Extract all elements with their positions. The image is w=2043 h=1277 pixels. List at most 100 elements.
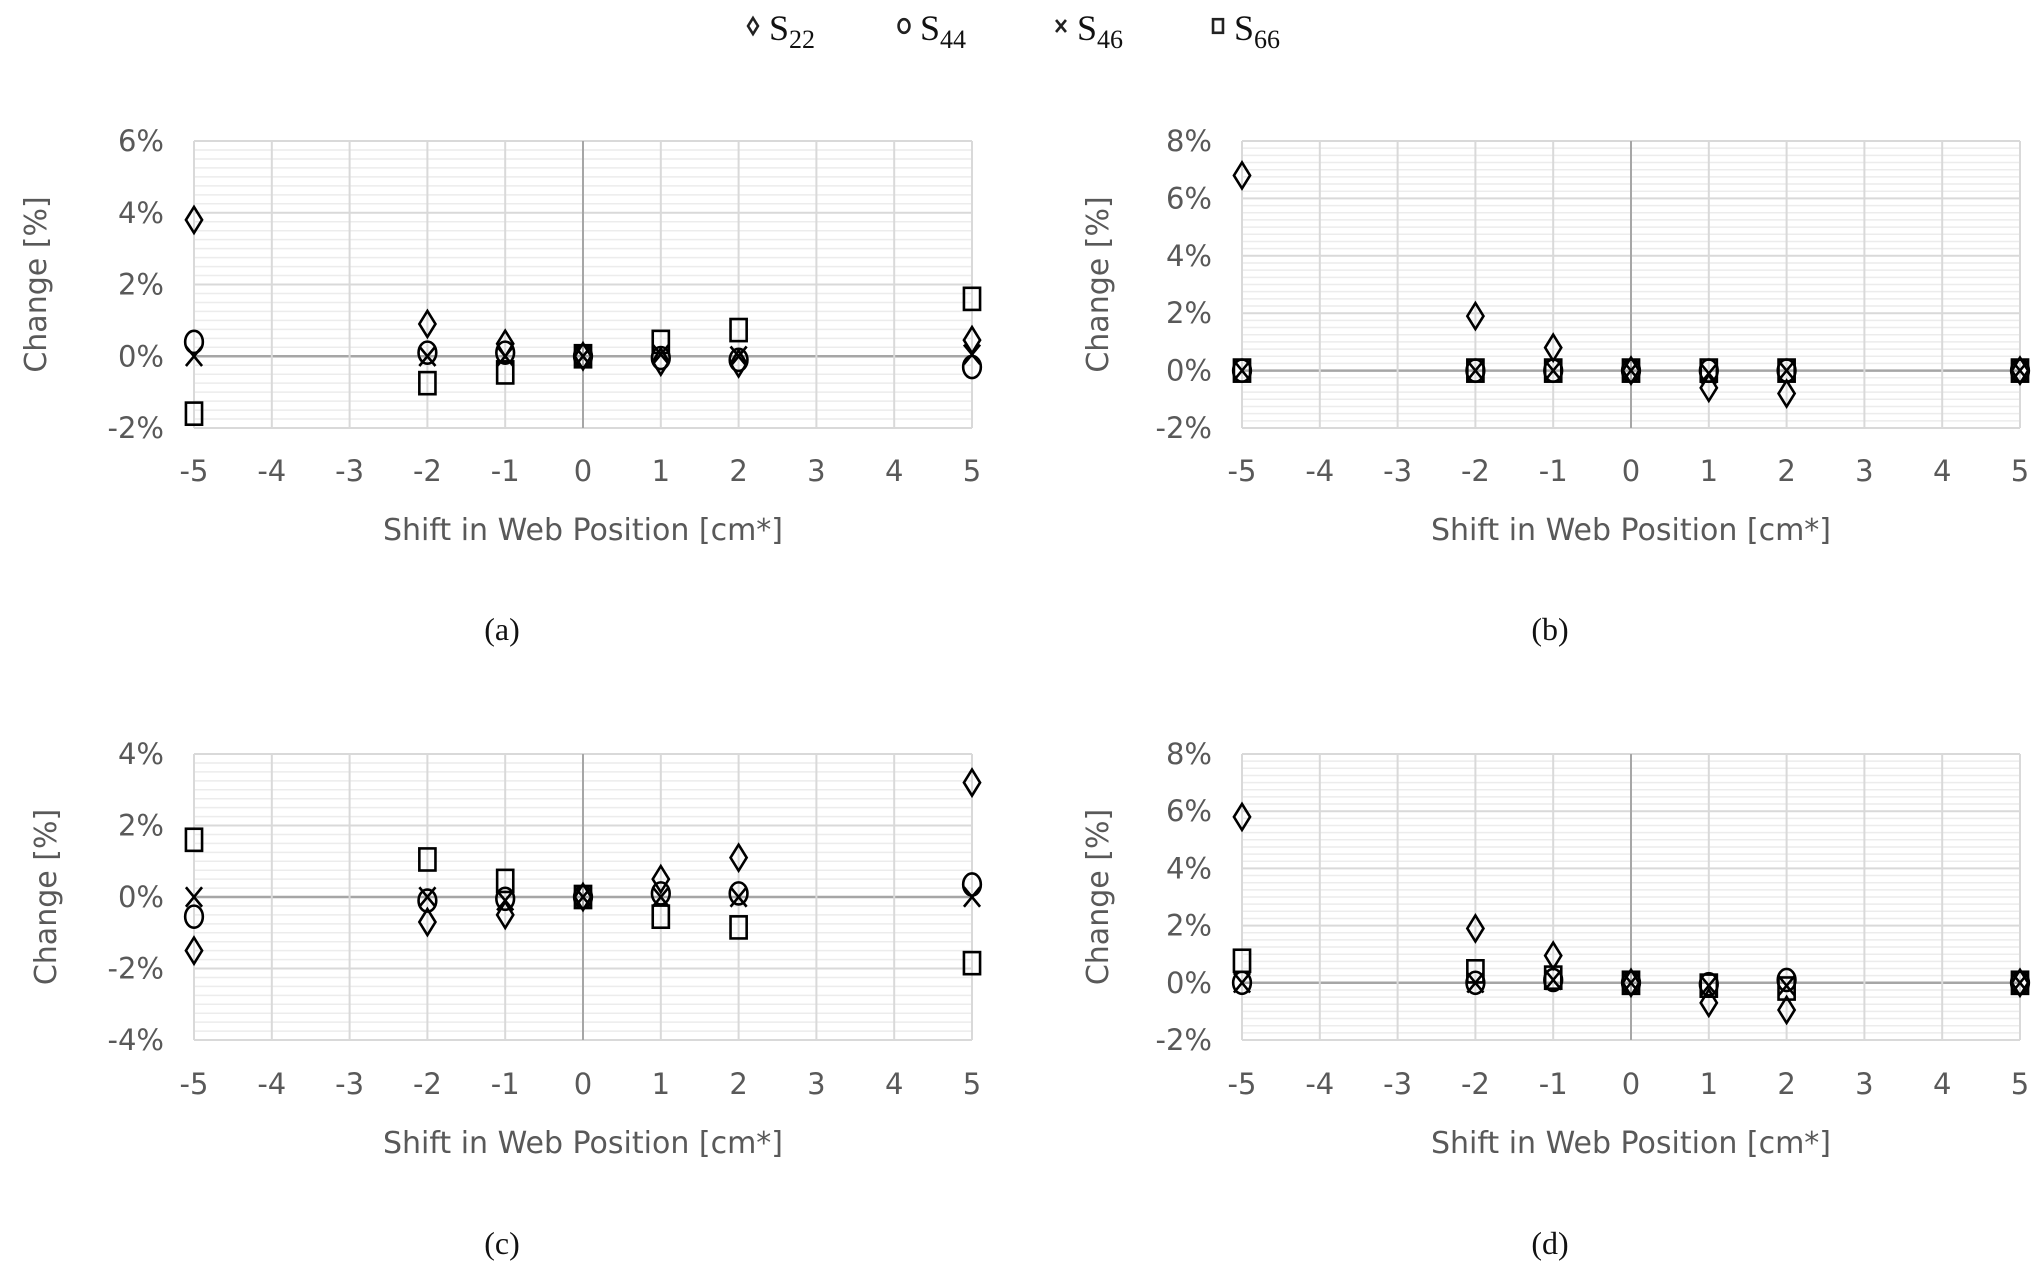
x-tick-label: 0 (1622, 454, 1640, 488)
data-point-cross (1544, 969, 1563, 991)
y-tick-label: 4% (118, 196, 164, 230)
data-point-square (495, 868, 515, 894)
x-tick-label: 2 (729, 1067, 747, 1101)
data-point-cross (651, 886, 670, 908)
legend-symbol: S (1234, 8, 1254, 48)
x-tick-label: 0 (574, 1067, 592, 1101)
y-axis-label: Change [%] (1081, 196, 1116, 372)
data-point-diamond (573, 340, 593, 372)
data-point-square (418, 370, 437, 396)
data-point-cross (2010, 360, 2030, 382)
y-tick-label: 8% (1166, 124, 1212, 158)
x-tick-label: -3 (335, 454, 364, 488)
legend-subscript: 46 (1097, 25, 1123, 54)
data-point-diamond (1621, 967, 1641, 999)
data-point-square (651, 904, 671, 930)
x-tick-label: -5 (180, 1067, 209, 1101)
chart-panel-d: -2% 0% 2% 4% 6% 8% -5 -4 -3 -2 -1 0 1 2 3 4 5 Shift in We… (1081, 737, 2031, 1261)
legend-symbol: S (1077, 8, 1097, 48)
data-point-cross (1699, 975, 1718, 997)
data-point-square (2010, 358, 2030, 383)
x-tick-label: 2 (1777, 454, 1795, 488)
diamond-icon (746, 15, 760, 37)
y-tick-label: 6% (1166, 794, 1212, 828)
data-point-circle (495, 340, 516, 366)
data-point-diamond (184, 935, 204, 967)
data-point-square (1466, 959, 1485, 984)
legend-item: S46 (1055, 8, 1123, 54)
y-tick-label: 2% (118, 809, 164, 843)
y-tick-label: 0% (118, 880, 164, 914)
cross-icon (1055, 19, 1067, 33)
data-point-diamond (1777, 994, 1797, 1026)
data-point-diamond (1232, 159, 1252, 191)
data-point-cross (962, 886, 982, 908)
x-tick-label: -1 (1539, 454, 1568, 488)
data-point-cross (2010, 972, 2030, 994)
panel-caption: (a) (484, 611, 520, 647)
data-point-square (2010, 970, 2030, 996)
data-point-diamond (1777, 378, 1797, 410)
x-tick-label: 2 (1777, 1067, 1795, 1101)
x-tick-label: 0 (574, 454, 592, 488)
data-point-cross (962, 343, 982, 366)
panel-caption: (b) (1531, 611, 1568, 647)
chart-panel-a: -2% 0% 2% 4% 6% -5 -4 -3 -2 -1 0 1 2 3 4 5 Shift in Web … (19, 124, 983, 647)
x-tick-label: -1 (491, 1067, 520, 1101)
series-S46 (184, 886, 982, 912)
data-point-diamond (1465, 300, 1485, 332)
data-point-square (1621, 970, 1641, 996)
data-point-cross (418, 345, 437, 367)
data-point-diamond (2010, 967, 2030, 999)
x-axis-label: Shift in Web Position [cm*] (1431, 513, 1831, 548)
y-tick-label: -2% (1156, 411, 1212, 445)
data-point-diamond (729, 842, 749, 874)
y-tick-label: 2% (118, 268, 164, 302)
panel-caption: (c) (484, 1225, 520, 1261)
x-tick-label: 1 (652, 1067, 670, 1101)
series-S66 (1232, 948, 2030, 1001)
data-point-cross (729, 886, 748, 908)
data-point-square (962, 950, 982, 976)
data-point-square (729, 317, 748, 343)
x-axis-label: Shift in Web Position [cm*] (1431, 1126, 1831, 1161)
data-point-cross (1777, 975, 1796, 997)
y-tick-label: 6% (118, 124, 164, 158)
data-point-diamond (417, 906, 437, 938)
data-point-cross (184, 886, 204, 908)
x-tick-label: -5 (1228, 1067, 1257, 1101)
x-tick-label: 4 (885, 454, 903, 488)
legend-item: S44 (897, 8, 966, 54)
x-tick-label: -4 (1305, 454, 1334, 488)
data-point-circle (495, 886, 516, 912)
data-point-diamond (729, 347, 749, 379)
data-point-cross (1544, 360, 1563, 382)
data-point-square (1621, 358, 1641, 383)
legend-label: S22 (769, 8, 815, 54)
data-point-square (184, 827, 204, 853)
data-point-square (184, 401, 204, 427)
x-tick-label: -3 (1383, 1067, 1412, 1101)
data-point-cross (1777, 360, 1796, 382)
data-point-square (1699, 973, 1719, 999)
x-tick-label: -5 (180, 454, 209, 488)
data-point-square (1699, 358, 1719, 383)
x-axis-label: Shift in Web Position [cm*] (383, 513, 783, 548)
y-tick-label: 0% (1166, 966, 1212, 1000)
series-S46 (1232, 360, 2030, 385)
y-tick-label: 0% (118, 339, 164, 373)
data-point-square (1777, 358, 1796, 383)
x-tick-label: -5 (1228, 454, 1257, 488)
y-tick-label: 4% (1166, 851, 1212, 885)
circle-icon (897, 17, 911, 35)
y-tick-label: -2% (1156, 1023, 1212, 1057)
data-point-diamond (962, 767, 982, 799)
x-tick-label: 1 (652, 454, 670, 488)
square-icon (1211, 17, 1225, 35)
data-point-cross (651, 343, 670, 366)
data-point-circle (183, 904, 205, 930)
data-point-square (1232, 358, 1252, 383)
y-tick-label: 8% (1166, 737, 1212, 771)
data-point-diamond (184, 204, 204, 236)
